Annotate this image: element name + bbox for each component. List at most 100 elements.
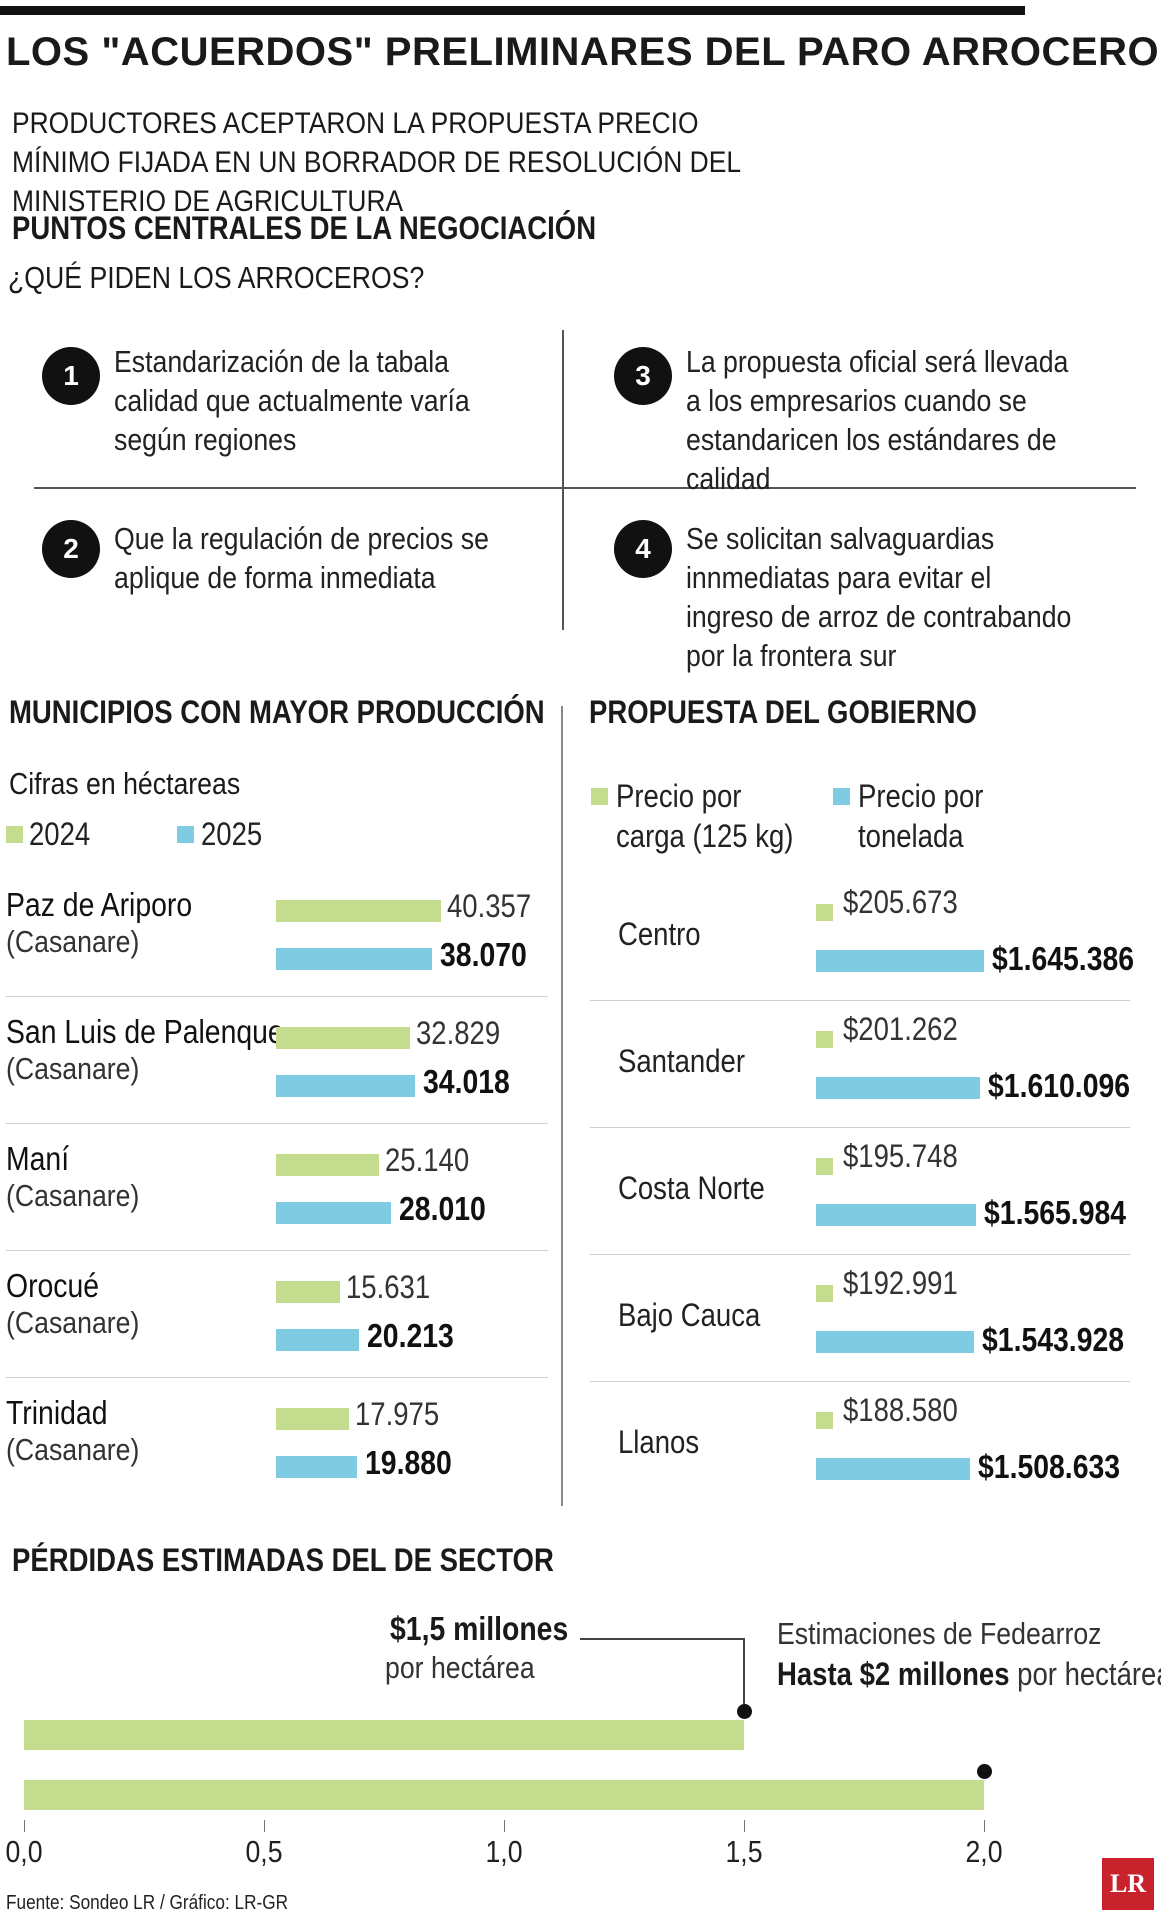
point-1-text: Estandarización de la tabala calidad que… xyxy=(114,344,470,457)
municipio-name: Paz de Ariporo xyxy=(6,886,193,923)
axis-tick-label: 0,5 xyxy=(245,1834,283,1869)
legend-2024-label: 2024 xyxy=(29,816,91,852)
legend-carga-label: Precio por carga (125 kg) xyxy=(616,778,794,854)
bar-2025 xyxy=(276,1456,357,1478)
municipio-name: Maní xyxy=(6,1140,70,1177)
legend-tonelada-swatch xyxy=(833,788,850,805)
loss-bar xyxy=(24,1720,744,1750)
value-2024: 32.829 xyxy=(416,1015,501,1051)
perdidas-annotation-2-text: por hectárea xyxy=(1017,1656,1161,1692)
row-divider xyxy=(590,1000,1130,1001)
legend-2025-label: 2025 xyxy=(201,816,263,852)
page-subtitle: PRODUCTORES ACEPTARON LA PROPUESTA PRECI… xyxy=(12,107,741,218)
point-2-number: 2 xyxy=(42,520,100,578)
municipio-name: San Luis de Palenque xyxy=(6,1013,284,1050)
loss-bar xyxy=(24,1780,984,1810)
value-2025: 34.018 xyxy=(423,1063,510,1100)
negotiation-heading: PUNTOS CENTRALES DE LA NEGOCIACIÓN xyxy=(12,210,597,246)
value-tonelada: $1.543.928 xyxy=(982,1321,1125,1358)
row-divider xyxy=(6,1377,548,1378)
bar-2024 xyxy=(276,1281,340,1303)
point-4-text: Se solicitan salvaguardias innmediatas p… xyxy=(686,521,1072,673)
point-4-number: 4 xyxy=(614,520,672,578)
municipios-heading: MUNICIPIOS CON MAYOR PRODUCCIÓN xyxy=(9,694,545,730)
bar-2025 xyxy=(276,948,432,970)
bar-2024 xyxy=(276,900,441,922)
carga-marker xyxy=(816,904,833,921)
row-divider xyxy=(6,996,548,997)
municipio-dept: (Casanare) xyxy=(6,1051,140,1086)
perdidas-annotation-2-lead: Estimaciones de Fedearroz xyxy=(777,1616,1102,1651)
region-name: Bajo Cauca xyxy=(618,1297,761,1333)
point-1-number: 1 xyxy=(42,347,100,405)
row-divider xyxy=(590,1127,1130,1128)
gobierno-heading: PROPUESTA DEL GOBIERNO xyxy=(589,694,977,730)
municipios-subtitle: Cifras en héctareas xyxy=(9,766,241,801)
points-divider-vertical xyxy=(562,330,564,630)
value-carga: $195.748 xyxy=(843,1138,958,1174)
carga-marker xyxy=(816,1158,833,1175)
axis-tick-label: 2,0 xyxy=(965,1834,1003,1869)
value-2024: 15.631 xyxy=(346,1269,431,1305)
value-2025: 19.880 xyxy=(365,1444,452,1481)
bar-tonelada xyxy=(816,1204,976,1226)
region-name: Costa Norte xyxy=(618,1170,765,1206)
row-divider xyxy=(590,1381,1130,1382)
point-3-number: 3 xyxy=(614,347,672,405)
municipio-dept: (Casanare) xyxy=(6,1432,140,1467)
carga-marker xyxy=(816,1285,833,1302)
perdidas-annotation-1-bold: $1,5 millones xyxy=(390,1610,569,1647)
value-2025: 20.213 xyxy=(367,1317,454,1354)
value-tonelada: $1.610.096 xyxy=(988,1067,1131,1104)
top-rule xyxy=(0,6,1025,15)
value-tonelada: $1.645.386 xyxy=(992,940,1135,977)
point-3-text: La propuesta oficial será llevada a los … xyxy=(686,344,1069,496)
source-note: Fuente: Sondeo LR / Gráfico: LR-GR xyxy=(6,1892,289,1914)
value-carga: $192.991 xyxy=(843,1265,958,1301)
carga-marker xyxy=(816,1412,833,1429)
annotation-leader-v xyxy=(743,1638,745,1704)
value-2025: 28.010 xyxy=(399,1190,486,1227)
row-divider xyxy=(6,1250,548,1251)
value-2024: 17.975 xyxy=(355,1396,440,1432)
axis-tick-label: 0,0 xyxy=(5,1834,43,1869)
loss-bar-endpoint xyxy=(737,1704,752,1719)
axis-baseline xyxy=(24,1812,25,1813)
value-2025: 38.070 xyxy=(440,936,527,973)
axis-tick xyxy=(984,1820,985,1832)
perdidas-annotation-2-bold: Hasta $2 millones xyxy=(777,1656,1010,1692)
legend-carga-swatch xyxy=(591,788,608,805)
axis-tick xyxy=(744,1820,745,1832)
negotiation-question: ¿QUÉ PIDEN LOS ARROCEROS? xyxy=(8,260,425,295)
loss-bar-endpoint xyxy=(977,1764,992,1779)
perdidas-annotation-1-text: por hectárea xyxy=(385,1650,535,1685)
row-divider xyxy=(6,1123,548,1124)
value-tonelada: $1.508.633 xyxy=(978,1448,1121,1485)
perdidas-heading: PÉRDIDAS ESTIMADAS DEL DE SECTOR xyxy=(12,1542,554,1578)
row-divider xyxy=(590,1254,1130,1255)
bar-2024 xyxy=(276,1027,410,1049)
municipio-name: Trinidad xyxy=(6,1394,108,1431)
value-2024: 40.357 xyxy=(447,888,532,924)
bar-2025 xyxy=(276,1075,415,1097)
municipio-dept: (Casanare) xyxy=(6,924,140,959)
bar-tonelada xyxy=(816,950,984,972)
bar-2024 xyxy=(276,1154,379,1176)
page-title: LOS "ACUERDOS" PRELIMINARES DEL PARO ARR… xyxy=(6,30,1160,74)
axis-tick-label: 1,5 xyxy=(725,1834,763,1869)
bar-tonelada xyxy=(816,1077,980,1099)
perdidas-annotation-2-line: Hasta $2 millones por hectárea xyxy=(777,1656,1161,1693)
municipio-name: Orocué xyxy=(6,1267,100,1304)
axis-tick xyxy=(264,1820,265,1832)
value-2024: 25.140 xyxy=(385,1142,470,1178)
points-divider-horizontal xyxy=(34,487,1136,489)
value-tonelada: $1.565.984 xyxy=(984,1194,1127,1231)
bar-tonelada xyxy=(816,1331,974,1353)
region-name: Centro xyxy=(618,916,701,952)
legend-tonelada-label: Precio por tonelada xyxy=(858,778,984,854)
bar-tonelada xyxy=(816,1458,970,1480)
point-2-text: Que la regulación de precios se aplique … xyxy=(114,521,489,595)
value-carga: $201.262 xyxy=(843,1011,958,1047)
municipio-dept: (Casanare) xyxy=(6,1305,140,1340)
bar-2024 xyxy=(276,1408,349,1430)
